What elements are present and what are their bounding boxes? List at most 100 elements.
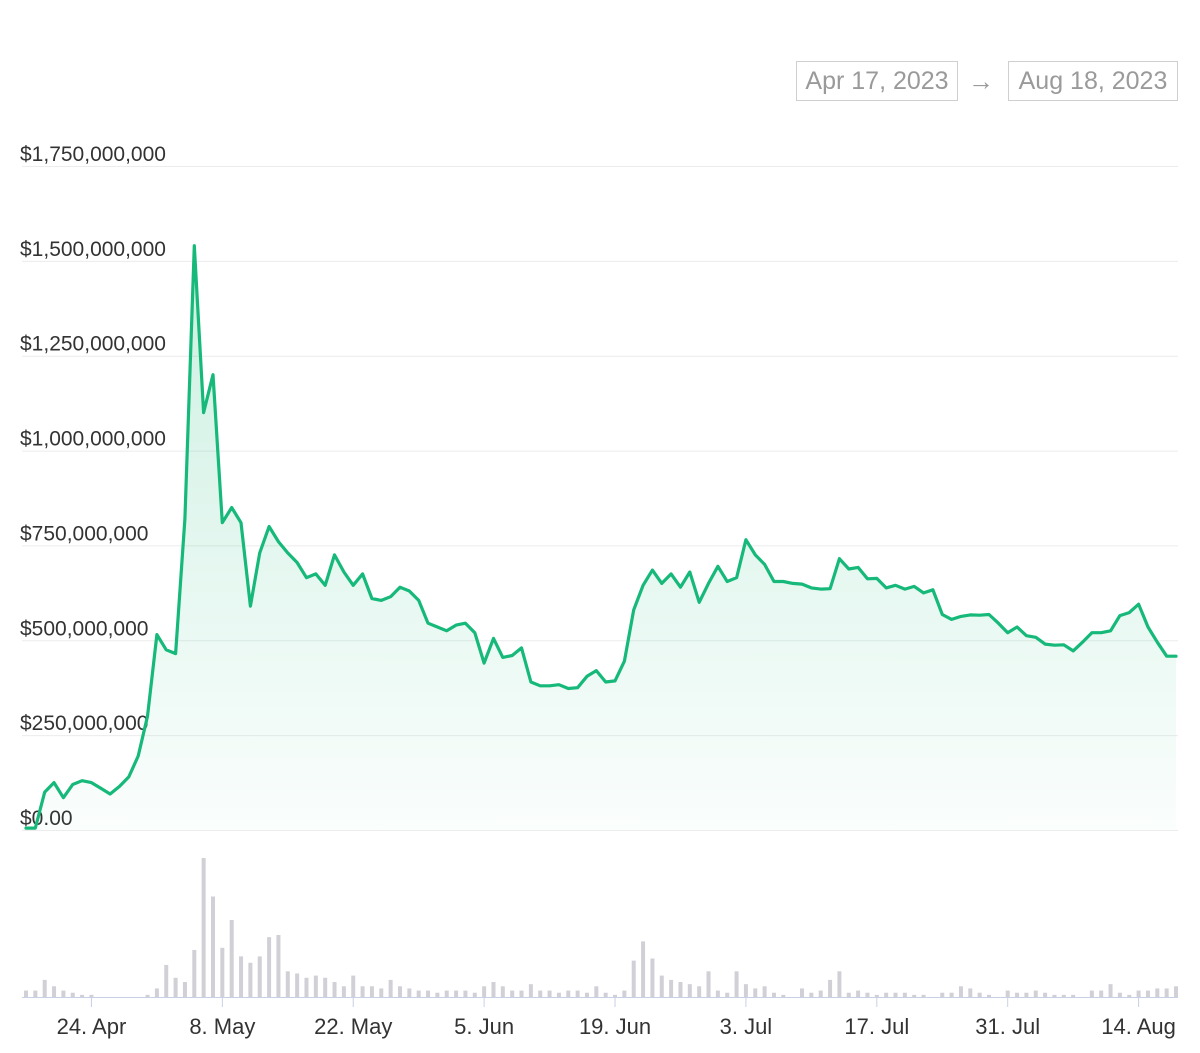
range-arrow-icon: → — [968, 66, 994, 96]
volume-bar — [771, 992, 776, 997]
volume-bar — [257, 956, 262, 997]
volume-bar — [1108, 984, 1113, 997]
start-date-input[interactable]: Apr 17, 2023 — [796, 61, 958, 101]
volume-bar — [940, 992, 945, 997]
y-axis: $0.00$250,000,000$500,000,000$750,000,00… — [20, 143, 166, 830]
volume-bar — [341, 986, 346, 997]
volume-bar — [678, 982, 683, 997]
volume-bar — [603, 992, 608, 997]
x-axis: 24. Apr 8. May 22. May 5. Jun 19. Jun 3. Jul 1… — [57, 998, 1176, 1039]
x-tick-label: 5. Jun — [454, 1014, 514, 1039]
volume-bar — [1145, 990, 1150, 997]
volume-bar — [33, 990, 38, 997]
volume-bar — [874, 994, 879, 997]
volume-bar — [248, 962, 253, 997]
volume-bar — [556, 992, 561, 997]
volume-bar — [285, 971, 290, 997]
volume-bar — [210, 896, 215, 997]
volume-bar — [1127, 994, 1132, 997]
volume-bar — [164, 964, 169, 997]
volume-bar — [846, 992, 851, 997]
volume-bar — [893, 992, 898, 997]
x-tick-label: 24. Apr — [57, 1014, 127, 1039]
volume-bar — [622, 990, 627, 997]
end-date-input[interactable]: Aug 18, 2023 — [1008, 61, 1178, 101]
volume-bar — [435, 992, 440, 997]
volume-bar — [1052, 994, 1057, 997]
volume-bar — [594, 986, 599, 997]
price-line — [24, 244, 1178, 830]
volume-bar — [837, 971, 842, 997]
volume-bar — [856, 990, 861, 997]
volume-bar — [52, 986, 57, 997]
volume-bar — [444, 990, 449, 997]
volume-bar — [528, 984, 533, 997]
volume-bar — [1174, 986, 1178, 997]
volume-bar — [1033, 990, 1038, 997]
volume-bar — [818, 990, 823, 997]
volume-bar — [239, 956, 244, 997]
volume-bar — [949, 992, 954, 997]
x-tick-label: 31. Jul — [975, 1014, 1040, 1039]
volume-bar — [1071, 994, 1076, 997]
x-tick-label: 22. May — [314, 1014, 392, 1039]
volume-bar — [295, 973, 300, 997]
volume-bar — [192, 949, 197, 997]
volume-bar — [388, 979, 393, 997]
volume-bar — [323, 977, 328, 997]
volume-bar — [145, 994, 150, 997]
y-tick-label: $750,000,000 — [20, 522, 148, 545]
volume-bar — [762, 986, 767, 997]
volume-bar — [482, 986, 487, 997]
volume-bar — [1164, 988, 1169, 997]
x-tick-label: 3. Jul — [720, 1014, 773, 1039]
y-tick-label: $1,250,000,000 — [20, 333, 166, 356]
volume-bar — [89, 994, 94, 997]
volume-bar — [1061, 994, 1066, 997]
volume-bar — [631, 960, 636, 997]
volume-bar — [472, 992, 477, 997]
volume-bar — [725, 992, 730, 997]
volume-bar — [397, 986, 402, 997]
volume-bar — [304, 977, 309, 997]
x-tick-label: 8. May — [189, 1014, 255, 1039]
volume-bar — [1015, 992, 1020, 997]
volume-bar — [547, 990, 552, 997]
x-tick-label: 17. Jul — [844, 1014, 909, 1039]
volume-bar — [267, 937, 272, 997]
volume-bar — [809, 992, 814, 997]
volume-bar — [687, 984, 692, 997]
volume-bar — [734, 971, 739, 997]
volume-bar — [70, 992, 75, 997]
volume-bar — [80, 994, 85, 997]
volume-bar — [1043, 992, 1048, 997]
volume-bar — [42, 979, 47, 997]
volume-bar — [229, 920, 234, 997]
volume-bar — [313, 975, 318, 997]
y-tick-label: $250,000,000 — [20, 712, 148, 735]
volume-bar — [454, 990, 459, 997]
volume-bar — [641, 941, 646, 997]
volume-bar — [865, 992, 870, 997]
volume-bars — [24, 858, 1178, 998]
volume-bar — [1089, 990, 1094, 997]
volume-bar — [706, 971, 711, 997]
volume-bar — [800, 988, 805, 997]
y-tick-label: $1,000,000,000 — [20, 428, 166, 451]
volume-bar — [1024, 992, 1029, 997]
volume-bar — [884, 992, 889, 997]
volume-bar — [1005, 990, 1010, 997]
volume-bar — [332, 982, 337, 997]
volume-bar — [743, 984, 748, 997]
volume-bar — [968, 988, 973, 997]
y-tick-label: $1,750,000,000 — [20, 143, 166, 166]
volume-bar — [650, 958, 655, 997]
volume-bar — [753, 988, 758, 997]
volume-bar — [24, 990, 28, 997]
volume-bar — [369, 986, 374, 997]
x-tick-label: 14. Aug — [1101, 1014, 1176, 1039]
volume-bar — [61, 990, 66, 997]
volume-bar — [566, 990, 571, 997]
volume-bar — [500, 986, 505, 997]
